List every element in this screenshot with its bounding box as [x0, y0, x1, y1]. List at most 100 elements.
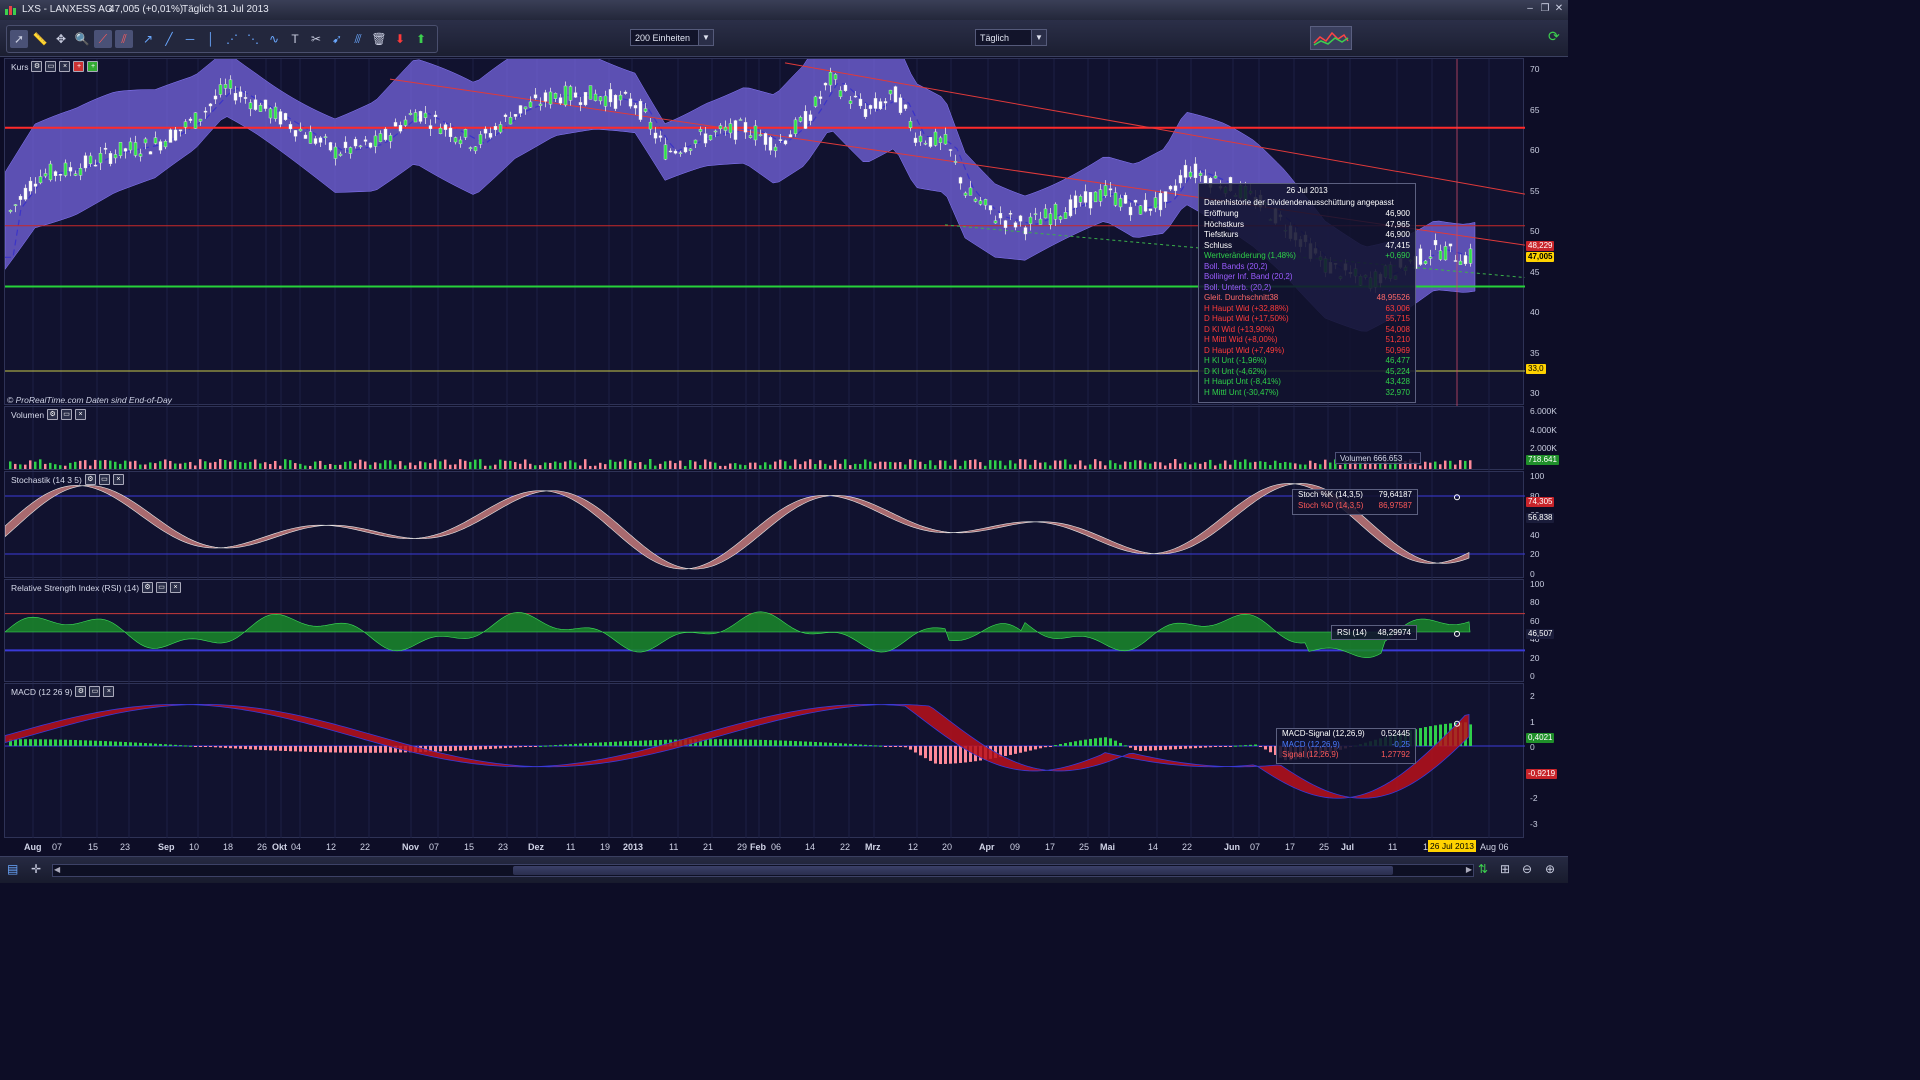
candle	[418, 110, 423, 124]
add-indicator-icon[interactable]: +	[87, 61, 99, 72]
volume-bar	[94, 459, 97, 469]
close-icon[interactable]: ✕	[1554, 3, 1564, 14]
candle	[823, 82, 828, 91]
date-label: 11	[669, 842, 679, 852]
macd-histogram-bar	[764, 739, 767, 746]
macd-histogram-bar	[594, 742, 597, 746]
sell-arrow-icon[interactable]: ⬇	[394, 32, 406, 46]
candle	[1158, 189, 1163, 217]
indicator-icon[interactable]: +	[73, 61, 85, 72]
close-panel-icon[interactable]: ×	[103, 686, 115, 697]
date-label: 11	[566, 842, 576, 852]
wrench-icon[interactable]: ⚙	[31, 61, 43, 72]
wrench-icon[interactable]: ⚙	[84, 474, 96, 485]
candle	[893, 85, 898, 103]
wrench-icon[interactable]: ⚙	[47, 409, 59, 420]
axis-tick: 20	[1530, 549, 1540, 559]
close-panel-icon[interactable]: ×	[59, 61, 71, 72]
candle	[278, 109, 283, 128]
wave-icon[interactable]: ∿	[268, 32, 280, 46]
candle	[1418, 244, 1423, 266]
rsi-chart[interactable]	[5, 580, 1525, 683]
minimize-icon[interactable]: –	[1527, 3, 1533, 14]
volume-bar	[1124, 461, 1127, 469]
macd-histogram-bar	[359, 746, 362, 753]
calendar-icon[interactable]: ▤	[7, 862, 19, 876]
volume-bar	[1204, 462, 1207, 469]
scrollbar-thumb[interactable]	[513, 866, 1393, 875]
interval-select-value: Täglich	[980, 33, 1010, 43]
delete-icon[interactable]: 🗑	[371, 32, 387, 46]
fan-icon[interactable]: ⋱	[247, 32, 259, 46]
interval-select[interactable]: Täglich ▼	[975, 29, 1047, 46]
price-panel: Kurs ⚙ ▭ × + + © ProRealTime.com Daten s…	[4, 58, 1525, 406]
ruler-icon[interactable]: 📏	[32, 32, 48, 46]
candle	[158, 139, 163, 154]
candle	[808, 110, 813, 126]
candle	[1038, 211, 1043, 225]
macd-histogram-bar	[1469, 724, 1472, 746]
zoom-in-icon[interactable]: ⊕	[1545, 862, 1556, 876]
candle	[398, 121, 403, 134]
volume-bar	[44, 463, 47, 469]
window-icon[interactable]: ▭	[156, 582, 168, 593]
window-icon[interactable]: ▭	[89, 686, 101, 697]
scroll-left-icon[interactable]: ◀	[54, 865, 61, 874]
window-icon[interactable]: ▭	[45, 61, 57, 72]
line-icon[interactable]: ╱	[165, 32, 173, 46]
wrench-icon[interactable]: ⚙	[142, 582, 154, 593]
ray-icon[interactable]: ↗	[142, 32, 154, 46]
volume-bar	[1134, 460, 1137, 469]
zoom-out-icon[interactable]: ⊖	[1522, 862, 1533, 876]
fibonacci-icon[interactable]: ⋰	[226, 32, 238, 46]
volume-bar	[284, 459, 287, 469]
macd-histogram-bar	[964, 746, 967, 763]
vertical-line-icon[interactable]: │	[207, 32, 215, 46]
candle	[393, 118, 398, 127]
zoom-icon[interactable]: 🔍	[74, 32, 90, 46]
parallel-icon[interactable]: ⫻	[354, 31, 362, 46]
units-select[interactable]: 200 Einheiten ▼	[630, 29, 714, 46]
trendline-icon[interactable]: ⟋	[94, 30, 112, 48]
volume-bar	[654, 465, 657, 469]
volume-bar	[159, 461, 162, 469]
volume-bar	[294, 463, 297, 469]
date-label: Jul	[1341, 842, 1355, 852]
close-panel-icon[interactable]: ×	[75, 409, 87, 420]
horizontal-line-icon[interactable]: ─	[185, 32, 195, 46]
volume-bar	[584, 459, 587, 469]
auto-scale-icon[interactable]: ⇅	[1478, 862, 1489, 876]
chart-thumbnail-icon[interactable]	[1310, 26, 1352, 50]
pointer-icon[interactable]: ➚	[10, 30, 28, 48]
horizontal-scrollbar[interactable]: ◀ ▶	[52, 864, 1474, 877]
window-icon[interactable]: ▭	[98, 474, 110, 485]
volume-chart[interactable]	[5, 407, 1525, 471]
macd-panel-label: MACD (12 26 9)	[11, 686, 73, 697]
zoom-fit-icon[interactable]: ⊞	[1500, 862, 1511, 876]
volume-bar	[734, 463, 737, 469]
macd-histogram-bar	[754, 739, 757, 746]
refresh-icon[interactable]: ⟳	[1548, 28, 1560, 44]
close-panel-icon[interactable]: ×	[112, 474, 124, 485]
restore-icon[interactable]: ❐	[1540, 3, 1550, 14]
wrench-icon[interactable]: ⚙	[75, 686, 87, 697]
cursor-icon[interactable]: ✛	[31, 862, 42, 876]
tools-icon[interactable]: ✂	[310, 32, 322, 46]
candle	[93, 159, 98, 167]
crosshair-icon[interactable]: ✥	[55, 32, 67, 46]
buy-arrow-icon[interactable]: ⬆	[415, 32, 427, 46]
candle	[643, 103, 648, 114]
candle	[668, 148, 673, 153]
macd-histogram-bar	[379, 746, 382, 753]
arrow-icon[interactable]: ➹	[331, 32, 343, 46]
scroll-right-icon[interactable]: ▶	[1465, 865, 1472, 874]
candle	[1443, 241, 1448, 261]
window-icon[interactable]: ▭	[61, 409, 73, 420]
candle	[58, 173, 63, 182]
volume-bar	[1439, 464, 1442, 469]
close-panel-icon[interactable]: ×	[170, 582, 182, 593]
macd-histogram-bar	[1199, 746, 1202, 748]
channel-icon[interactable]: ⫽	[115, 30, 133, 48]
text-icon[interactable]: T	[291, 32, 299, 46]
